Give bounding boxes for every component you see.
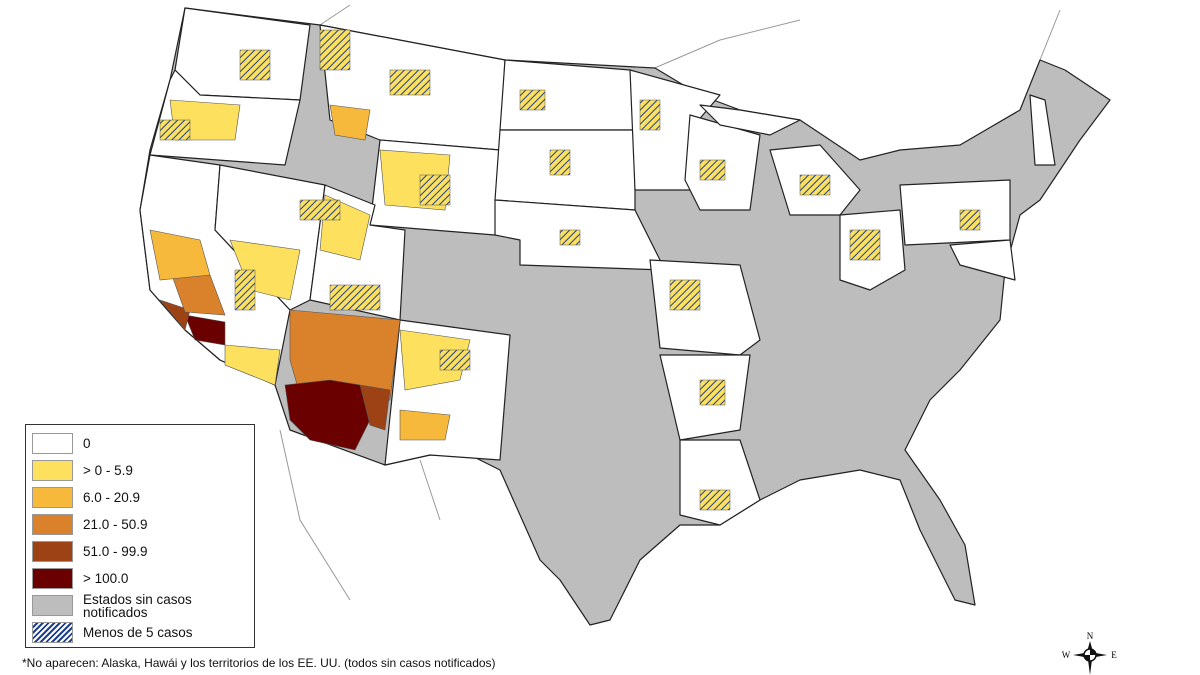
legend-item-21-50.9: 21.0 - 50.9 [32,511,248,538]
legend-item-0-5.9: > 0 - 5.9 [32,457,248,484]
compass-rose-icon: N W E [1062,631,1117,675]
state-pa [899,179,1011,246]
legend-item-6-20.9: 6.0 - 20.9 [32,484,248,511]
county-incidence-fills [149,99,471,451]
legend-swatch [32,541,73,562]
legend-swatch-hatch [32,622,73,643]
state-md [949,239,1016,281]
state-nh [1029,94,1056,166]
legend-swatch [32,433,73,454]
legend-swatch [32,460,73,481]
compass-e: E [1111,650,1117,660]
legend-swatch [32,568,73,589]
legend-item-51-99.9: 51.0 - 99.9 [32,538,248,565]
footnote: *No aparecen: Alaska, Hawái y los territ… [22,656,496,670]
legend-item-no-cases: Estados sin casos notificados [32,592,248,619]
compass-w: W [1062,650,1071,660]
map-legend: 0 > 0 - 5.9 6.0 - 20.9 21.0 - 50.9 51.0 … [25,424,255,648]
compass-n: N [1087,631,1094,641]
legend-swatch [32,487,73,508]
legend-item-over-100: > 100.0 [32,565,248,592]
legend-item-under-5: Menos de 5 casos [32,619,248,646]
legend-swatch [32,514,73,535]
neighbor-border [279,4,1061,601]
state-nv [214,164,326,311]
low-case-hatched-counties [159,29,981,511]
legend-item-zero: 0 [32,430,248,457]
legend-swatch [32,595,73,616]
